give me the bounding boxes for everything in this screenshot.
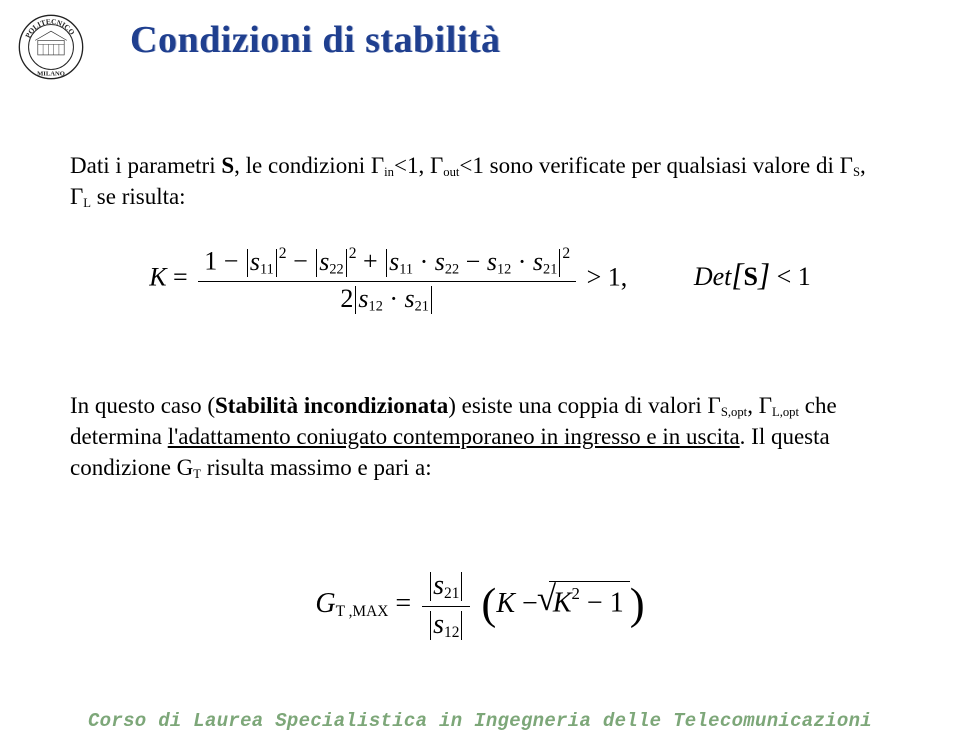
gtmax-equation: GT ,MAX = s21 s12 (K − √K2 − 1) bbox=[70, 570, 890, 641]
subscript: L bbox=[83, 196, 91, 210]
sub: 21 bbox=[444, 585, 459, 602]
num-1: 1 − bbox=[204, 247, 245, 276]
s: s bbox=[389, 247, 399, 276]
text: Dati i parametri bbox=[70, 153, 221, 178]
s: s bbox=[487, 247, 497, 276]
dot: · bbox=[511, 247, 533, 276]
s: s bbox=[319, 247, 329, 276]
text: , Γ bbox=[747, 393, 772, 418]
sub: 12 bbox=[497, 261, 511, 277]
sub: T bbox=[193, 467, 201, 481]
s: s bbox=[250, 247, 260, 276]
stability-paragraph: In questo caso (Stabilità incondizionata… bbox=[70, 390, 890, 484]
text: ) esiste una coppia di valori Γ bbox=[448, 393, 721, 418]
text: <1, Γ bbox=[394, 153, 443, 178]
k-equation: K = 1 − s112 − s222 + s11 · s22 − s12 · … bbox=[70, 245, 890, 314]
matrix-S: S bbox=[744, 262, 758, 291]
svg-text:MILANO: MILANO bbox=[37, 70, 65, 77]
sub: T ,MAX bbox=[336, 603, 389, 620]
text: risulta massimo e pari a: bbox=[201, 455, 432, 480]
bold-text: Stabilità incondizionata bbox=[215, 393, 448, 418]
sub: 22 bbox=[329, 261, 343, 277]
sub: 11 bbox=[260, 261, 274, 277]
two: 2 bbox=[340, 284, 353, 313]
sq: 2 bbox=[572, 584, 580, 603]
var-K: K bbox=[149, 262, 166, 291]
sub: 12 bbox=[369, 298, 383, 314]
s: s bbox=[433, 570, 444, 601]
slide: POLITECNICO MILANO Condizioni di stabili… bbox=[0, 0, 960, 748]
subscript: S bbox=[853, 165, 860, 179]
sq: 2 bbox=[279, 245, 287, 262]
sub: 11 bbox=[399, 261, 413, 277]
det-label: Det bbox=[694, 262, 732, 291]
gt1: > 1, bbox=[587, 262, 628, 291]
sub: 12 bbox=[444, 624, 459, 641]
equals: = bbox=[388, 588, 418, 619]
minus-one: − 1 bbox=[580, 588, 624, 619]
equals: = bbox=[167, 262, 195, 291]
underline-text: l'adattamento coniugato contemporaneo in… bbox=[168, 424, 740, 449]
text: se risulta: bbox=[91, 184, 186, 209]
subscript: out bbox=[443, 165, 459, 179]
sq: 2 bbox=[562, 245, 570, 262]
minus: − bbox=[287, 247, 315, 276]
minus: − bbox=[459, 247, 487, 276]
dot: · bbox=[383, 284, 405, 313]
polimi-logo: POLITECNICO MILANO bbox=[18, 14, 84, 80]
s: s bbox=[405, 284, 415, 313]
dot: · bbox=[413, 247, 435, 276]
text: <1 sono verificate per qualsiasi valore … bbox=[459, 153, 853, 178]
sub: 22 bbox=[445, 261, 459, 277]
sub: 21 bbox=[543, 261, 557, 277]
s: s bbox=[533, 247, 543, 276]
var-G: G bbox=[315, 588, 335, 619]
lt1: < 1 bbox=[770, 262, 811, 291]
s: s bbox=[358, 284, 368, 313]
plus: + bbox=[356, 247, 384, 276]
sub: S,opt bbox=[721, 405, 747, 419]
subscript: in bbox=[384, 165, 394, 179]
page-title: Condizioni di stabilità bbox=[130, 18, 500, 62]
var-K: K bbox=[496, 588, 515, 619]
s: s bbox=[435, 247, 445, 276]
sub: L,opt bbox=[772, 405, 799, 419]
course-footer: Corso di Laurea Specialistica in Ingegne… bbox=[0, 710, 960, 732]
intro-paragraph: Dati i parametri S, le condizioni Γin<1,… bbox=[70, 150, 890, 212]
text: S bbox=[221, 153, 234, 178]
text: , le condizioni Γ bbox=[234, 153, 384, 178]
sub: 21 bbox=[415, 298, 429, 314]
s: s bbox=[433, 609, 444, 640]
text: In questo caso ( bbox=[70, 393, 215, 418]
